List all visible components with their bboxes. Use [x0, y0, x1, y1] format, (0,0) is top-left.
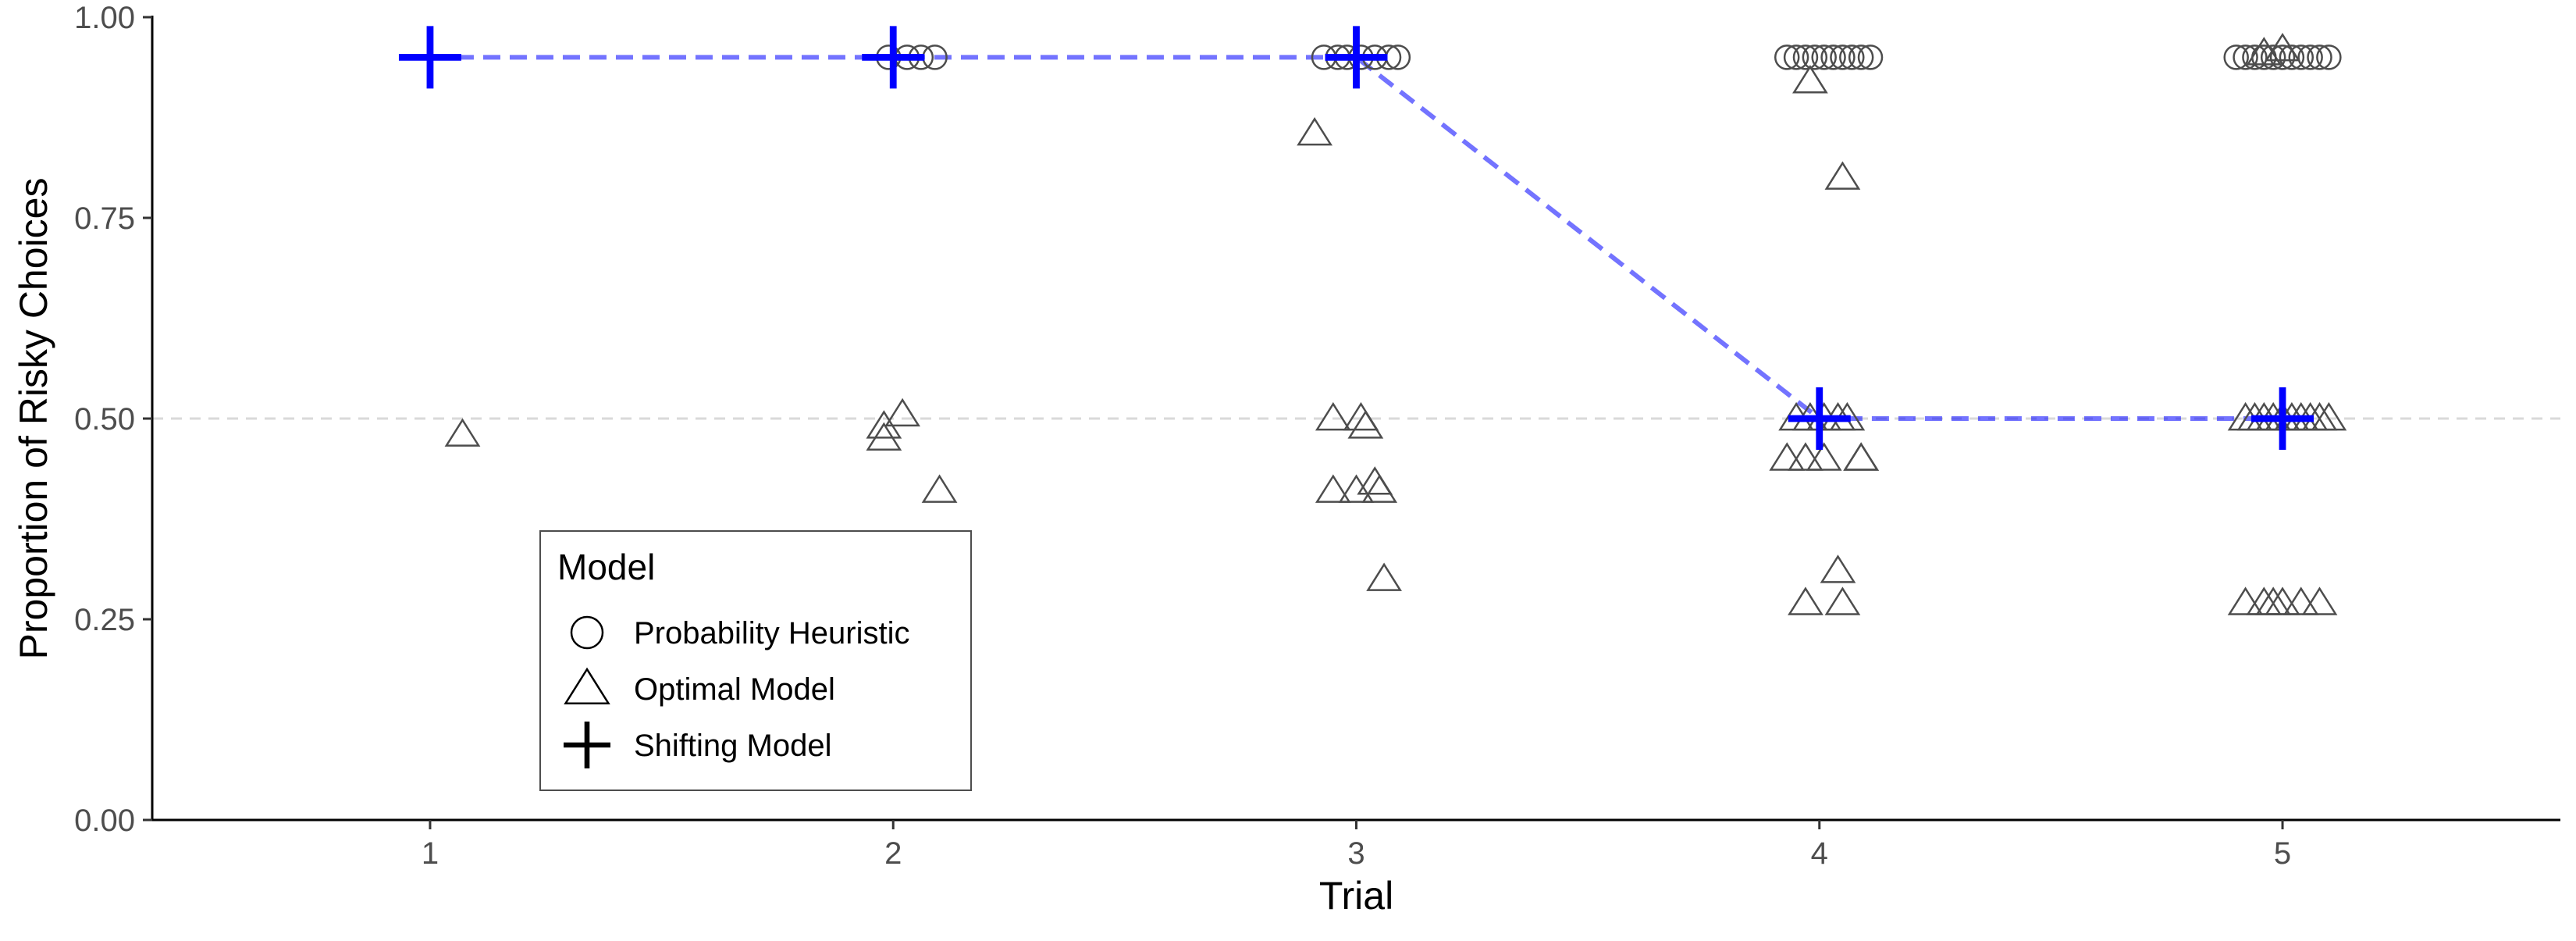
shifting-model-point: [1788, 387, 1851, 450]
legend-key-circle: [570, 615, 604, 650]
optimal-model-point: [2227, 586, 2264, 615]
optimal-model-point: [1824, 586, 1861, 615]
optimal-model-point: [1366, 562, 1402, 591]
shifting-model-point: [1325, 26, 1388, 89]
probability-heuristic-point: [2316, 45, 2342, 70]
legend-box: [539, 530, 972, 791]
optimal-model-point: [1843, 442, 1880, 471]
optimal-model-point: [444, 418, 481, 447]
x-tick-label: 4: [1811, 836, 1828, 871]
optimal-model-point: [1347, 410, 1384, 439]
probability-heuristic-point: [1857, 45, 1884, 70]
probability-heuristic-point: [2269, 45, 2296, 70]
probability-heuristic-point: [2233, 45, 2258, 70]
legend-label: Shifting Model: [634, 729, 831, 763]
optimal-model-point: [1357, 466, 1393, 495]
optimal-model-point: [1315, 401, 1351, 431]
optimal-model-point: [866, 422, 902, 451]
probability-heuristic-point: [2260, 45, 2286, 70]
shifting-model-point: [2251, 387, 2314, 450]
optimal-model-point: [884, 397, 920, 427]
probability-heuristic-point: [1848, 45, 1874, 70]
probability-heuristic-point: [1811, 45, 1837, 70]
probability-heuristic-point: [2279, 45, 2305, 70]
x-axis-title: Trial: [1319, 874, 1393, 918]
optimal-model-point: [2282, 586, 2319, 615]
y-tick-label: 0.50: [74, 402, 135, 437]
x-tick-label: 5: [2274, 836, 2291, 871]
probability-heuristic-point: [2242, 45, 2268, 70]
probability-heuristic-point: [2288, 45, 2314, 70]
probability-heuristic-point: [1839, 45, 1865, 70]
x-tick-label: 1: [422, 836, 439, 871]
optimal-model-point: [1843, 442, 1880, 471]
legend-label: Optimal Model: [634, 672, 835, 707]
optimal-model-point: [1769, 442, 1806, 471]
legend-key-triangle: [564, 667, 610, 704]
legend-label: Probability Heuristic: [634, 616, 909, 651]
x-tick-label: 2: [884, 836, 902, 871]
optimal-model-point: [1824, 161, 1861, 190]
optimal-model-point: [1788, 586, 1823, 615]
optimal-model-point: [1343, 401, 1379, 431]
optimal-model-point: [1806, 442, 1842, 471]
probability-heuristic-point: [1820, 45, 1846, 70]
probability-heuristic-point: [2307, 45, 2332, 70]
optimal-model-point: [921, 474, 958, 503]
optimal-model-point: [2301, 586, 2338, 615]
legend: Model Probability Heuristic Optimal Model S…: [539, 530, 972, 791]
optimal-model-point: [1361, 474, 1398, 503]
shifting-model-line: [429, 55, 2283, 421]
optimal-model-point: [1820, 554, 1856, 583]
legend-title: Model: [557, 547, 655, 587]
optimal-model-point: [2265, 586, 2300, 615]
y-axis-title: Proportion of Risky Choices: [12, 178, 55, 660]
shifting-model-point: [862, 26, 925, 89]
probability-heuristic-point: [2297, 45, 2323, 70]
optimal-model-point: [2311, 401, 2347, 431]
y-tick-label: 0.00: [74, 804, 135, 838]
optimal-model-point: [1338, 474, 1375, 503]
y-tick-label: 1.00: [74, 1, 135, 35]
y-tick-label: 0.25: [74, 603, 135, 637]
legend-key-cross: [564, 722, 610, 768]
probability-heuristic-point: [1774, 45, 1800, 70]
optimal-model-point: [1788, 442, 1823, 471]
optimal-model-point: [1315, 474, 1351, 503]
series-line-layer: [429, 55, 2283, 421]
shifting-model-point: [398, 26, 461, 89]
probability-heuristic-point: [2223, 45, 2249, 70]
optimal-model-point: [2265, 33, 2300, 62]
x-tick-label: 3: [1347, 836, 1364, 871]
probability-heuristic-point: [1802, 45, 1828, 70]
axes-layer: 0.00 0.25 0.50 0.75 1.00 1 2 3 4 5: [74, 1, 2560, 871]
data-point-layer: [398, 26, 2347, 615]
probability-heuristic-point: [1783, 45, 1809, 70]
optimal-model-point: [1297, 116, 1332, 146]
optimal-model-point: [1792, 65, 1828, 94]
probability-heuristic-point: [1792, 45, 1819, 70]
y-tick-label: 0.75: [74, 201, 135, 236]
probability-heuristic-point: [1830, 45, 1856, 70]
